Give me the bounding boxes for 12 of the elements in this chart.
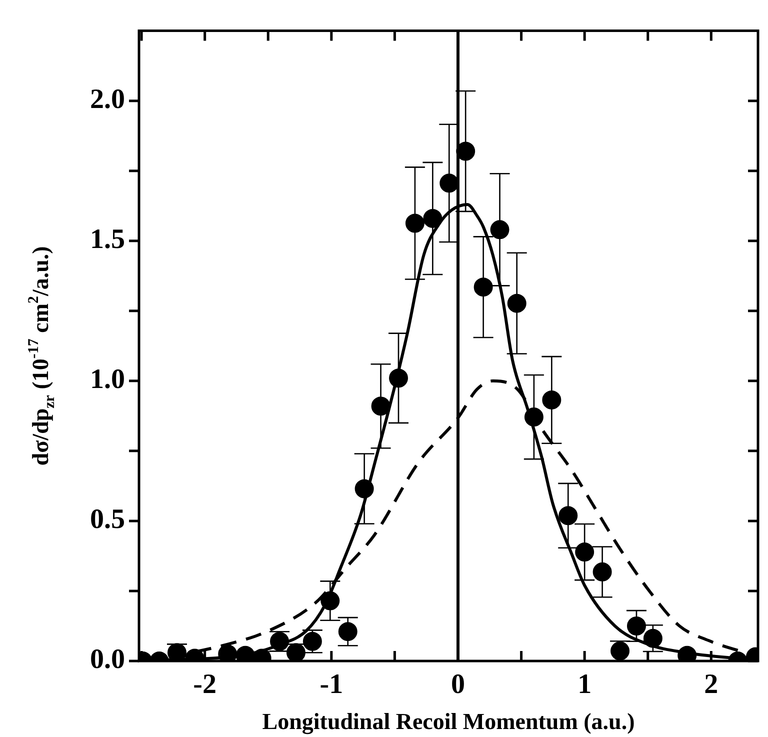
y-tick-label: 0.5 xyxy=(90,504,125,536)
x-axis-title: Longitudinal Recoil Momentum (a.u.) xyxy=(262,709,635,736)
y-tick-label: 1.5 xyxy=(90,224,125,256)
x-tick-label: 2 xyxy=(704,669,718,700)
x-tick-label: -1 xyxy=(320,669,344,700)
y-axis-title: dσ/dpzr (10-17 cm2/a.u.) xyxy=(26,246,58,466)
y-tick-label: 1.0 xyxy=(90,364,125,396)
x-tick-label: 0 xyxy=(450,669,465,700)
y-tick-label: 0.0 xyxy=(90,644,125,676)
x-tick-label: -2 xyxy=(193,669,216,700)
x-tick-label: 1 xyxy=(578,669,592,700)
y-tick-label: 2.0 xyxy=(90,84,125,116)
